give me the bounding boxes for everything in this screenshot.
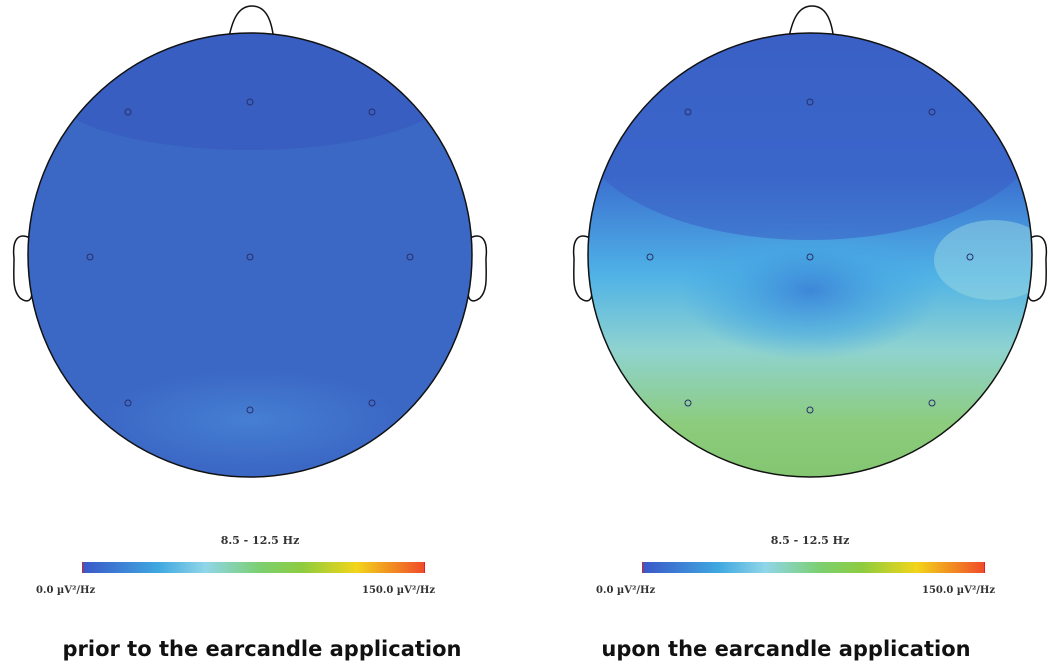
scale-min-tick	[82, 562, 83, 573]
electrode-marker	[368, 108, 376, 116]
electrode-marker	[806, 406, 814, 414]
electrode-marker	[406, 253, 414, 261]
frequency-band-label: 8.5 - 12.5 Hz	[220, 534, 300, 547]
scale-min-label: 0.0 µV²/Hz	[596, 585, 656, 596]
electrode-marker	[246, 406, 254, 414]
scale-max-label: 150.0 µV²/Hz	[922, 585, 996, 596]
electrode-marker	[124, 399, 132, 407]
head-outline	[27, 32, 473, 478]
scale-max-tick	[984, 562, 985, 573]
electrode-markers	[646, 98, 974, 414]
electrode-marker	[806, 253, 814, 261]
electrode-marker	[684, 108, 692, 116]
electrode-markers	[86, 98, 414, 414]
electrode-marker	[646, 253, 654, 261]
scale-max-label: 150.0 µV²/Hz	[362, 585, 436, 596]
electrode-marker	[966, 253, 974, 261]
scale-max-tick	[424, 562, 425, 573]
electrode-marker	[246, 98, 254, 106]
electrode-marker	[124, 108, 132, 116]
electrode-marker	[246, 253, 254, 261]
electrode-marker	[928, 399, 936, 407]
color-scale-bar	[82, 562, 425, 573]
electrode-marker	[368, 399, 376, 407]
head-topomap	[572, 5, 1048, 478]
head-topomap	[12, 5, 488, 478]
color-scale-bar	[642, 562, 985, 573]
electrode-marker	[684, 399, 692, 407]
scale-min-label: 0.0 µV²/Hz	[36, 585, 96, 596]
topomap-panel-prior: 8.5 - 12.5 Hz 0.0 µV²/Hz 150.0 µV²/Hz pr…	[12, 5, 488, 661]
electrode-marker	[928, 108, 936, 116]
frequency-band-label: 8.5 - 12.5 Hz	[770, 534, 850, 547]
head-outline	[587, 32, 1033, 478]
electrode-marker	[86, 253, 94, 261]
topomap-panel-upon: 8.5 - 12.5 Hz 0.0 µV²/Hz 150.0 µV²/Hz up…	[524, 0, 1048, 671]
panel-caption: upon the earcandle application	[601, 637, 971, 661]
electrode-marker	[806, 98, 814, 106]
scale-min-tick	[642, 562, 643, 573]
panel-caption: prior to the earcandle application	[62, 637, 462, 661]
